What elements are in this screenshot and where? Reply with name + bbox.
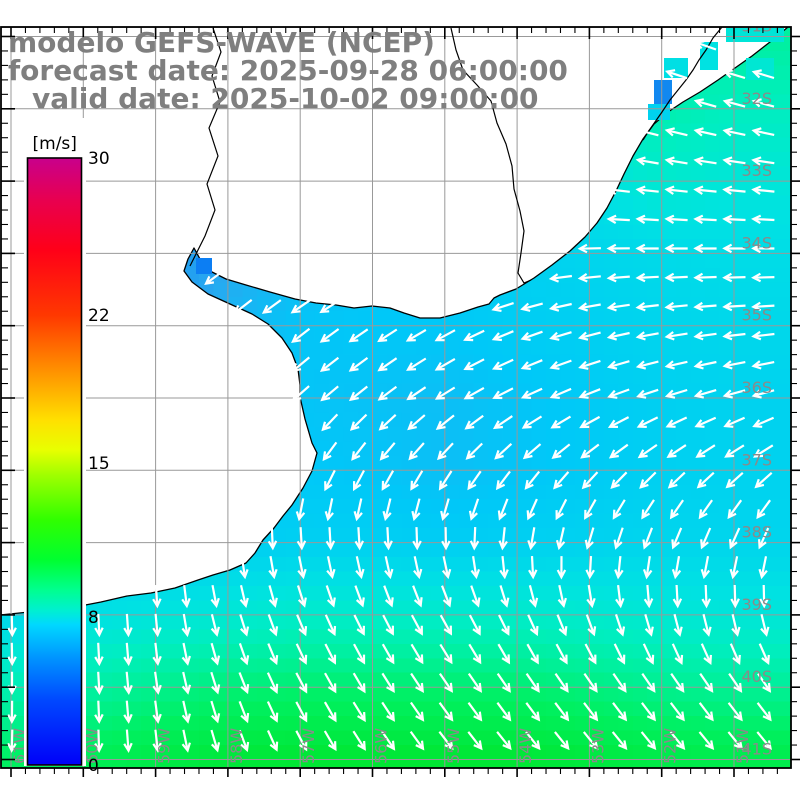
lat-label: 31S xyxy=(741,17,772,36)
lat-label: 39S xyxy=(741,595,772,614)
rivers-and-lagoon xyxy=(189,27,723,284)
colorbar-tick-label: 0 xyxy=(88,756,99,776)
lon-label: 54W xyxy=(516,728,535,764)
lon-label: 60W xyxy=(82,728,101,764)
colorbar: [m/s] 30 22 15 8 0 xyxy=(24,118,110,776)
lon-label: 55W xyxy=(444,728,463,764)
colorbar-tick-label: 30 xyxy=(88,149,110,169)
lon-label: 56W xyxy=(372,728,391,764)
colorbar-tick-label: 22 xyxy=(88,306,110,326)
lat-label: 35S xyxy=(741,306,772,325)
lon-label: 58W xyxy=(227,728,246,764)
lon-label: 51W xyxy=(733,728,752,764)
lat-label: 38S xyxy=(741,523,772,542)
lon-label: 57W xyxy=(299,728,318,764)
latlon-gridlines xyxy=(1,27,791,768)
lat-label: 32S xyxy=(741,89,772,108)
valid-date-label: valid date: 2025-10-02 09:00:00 xyxy=(32,82,539,115)
forecast-date-label: forecast date: 2025-09-28 06:00:00 xyxy=(8,54,568,87)
lat-label: 40S xyxy=(741,667,772,686)
lon-label: 53W xyxy=(588,728,607,764)
lat-label: 33S xyxy=(741,161,772,180)
colorbar-tick-label: 8 xyxy=(88,608,99,628)
wind-direction-arrows xyxy=(7,40,775,753)
land-coastline xyxy=(1,27,789,616)
lagoon-cells xyxy=(196,28,784,274)
colorbar-unit-label: [m/s] xyxy=(33,134,77,154)
lat-label: 37S xyxy=(741,450,772,469)
lon-label: 52W xyxy=(661,728,680,764)
colorbar-gradient-bar xyxy=(26,157,83,766)
map-frame-ticks xyxy=(0,26,800,777)
lat-label: 34S xyxy=(741,233,772,252)
colorbar-tick-label: 15 xyxy=(88,454,110,474)
model-title: modelo GEFS-WAVE (NCEP) xyxy=(8,26,435,59)
lon-label: 59W xyxy=(155,728,174,764)
lat-label: 41S xyxy=(741,740,772,759)
lat-label: 36S xyxy=(741,378,772,397)
